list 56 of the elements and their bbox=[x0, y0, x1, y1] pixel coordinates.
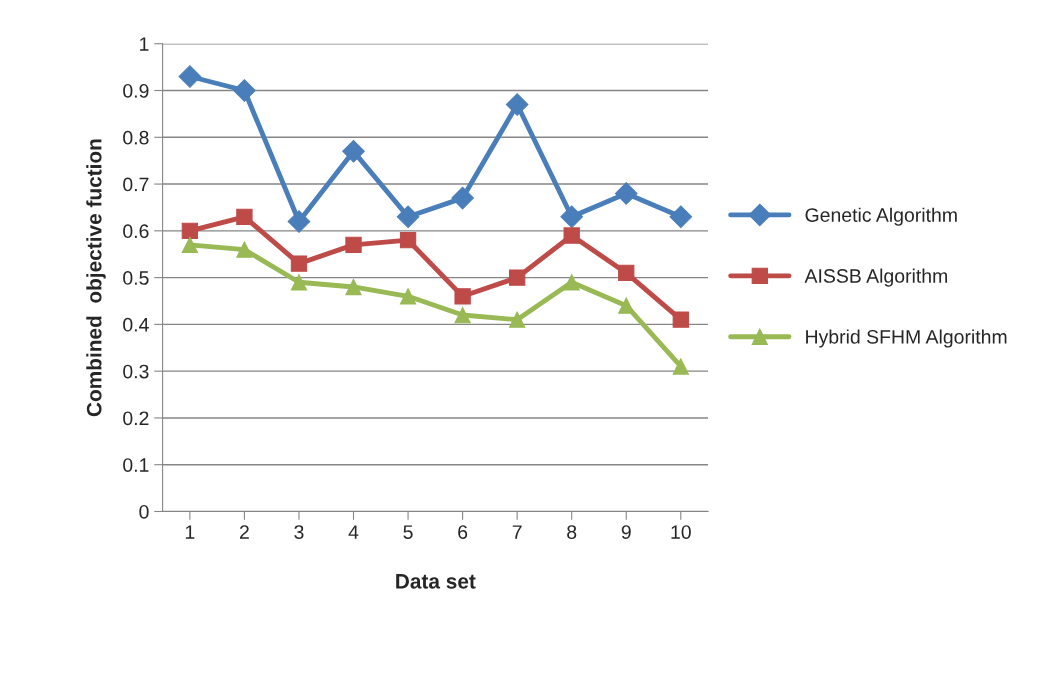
y-tick-label: 0.6 bbox=[123, 224, 149, 239]
point bbox=[560, 205, 584, 229]
point bbox=[345, 236, 362, 254]
x-tick-label: 6 bbox=[458, 525, 468, 539]
point bbox=[181, 222, 199, 239]
legend-label: Genetic Algorithm bbox=[805, 207, 957, 226]
point bbox=[454, 288, 471, 305]
point bbox=[672, 358, 689, 375]
x-tick-label: 3 bbox=[294, 525, 304, 539]
point bbox=[672, 311, 689, 328]
y-tick-label: 0.3 bbox=[123, 364, 149, 379]
point bbox=[290, 255, 308, 272]
point bbox=[563, 227, 580, 244]
point bbox=[618, 297, 635, 314]
x-tick-label: 4 bbox=[348, 525, 359, 539]
point bbox=[454, 306, 471, 324]
x-tick-label: 1 bbox=[185, 525, 195, 539]
point bbox=[399, 232, 417, 249]
x-tick-label: 7 bbox=[512, 525, 522, 539]
point bbox=[618, 264, 635, 282]
point bbox=[509, 311, 526, 328]
point bbox=[505, 93, 529, 116]
x-axis-title: Data set bbox=[396, 574, 476, 589]
x-tick-label: 2 bbox=[239, 525, 249, 539]
legend-label: Hybrid SFHM Algorithm bbox=[806, 329, 1007, 348]
point bbox=[342, 140, 365, 163]
point bbox=[399, 288, 417, 305]
y-tick-label: 1 bbox=[140, 37, 149, 51]
point bbox=[290, 274, 308, 291]
point bbox=[451, 186, 474, 210]
point bbox=[509, 269, 526, 286]
y-tick-label: 0.5 bbox=[123, 271, 149, 285]
x-tick-label: 9 bbox=[621, 525, 631, 539]
y-tick-label: 0.4 bbox=[123, 317, 149, 332]
y-tick-label: 0.1 bbox=[123, 458, 149, 472]
point bbox=[233, 79, 256, 102]
y-tick-label: 0.7 bbox=[123, 177, 149, 192]
point bbox=[614, 182, 638, 205]
x-tick-label: 10 bbox=[671, 525, 691, 539]
point bbox=[396, 205, 420, 229]
point bbox=[345, 278, 362, 296]
y-tick-label: 0 bbox=[139, 504, 149, 519]
point bbox=[287, 210, 311, 233]
legend-label: AISSB Algorithm bbox=[804, 268, 947, 287]
point bbox=[181, 236, 199, 254]
y-axis-title: Combined objective fuction bbox=[86, 139, 106, 417]
point bbox=[178, 65, 202, 88]
y-tick-label: 0.9 bbox=[123, 83, 149, 98]
point bbox=[563, 274, 580, 291]
y-tick-label: 0.2 bbox=[123, 411, 149, 426]
x-tick-label: 5 bbox=[403, 525, 413, 539]
point bbox=[669, 205, 693, 229]
point bbox=[236, 241, 253, 258]
point bbox=[236, 208, 253, 225]
y-tick-label: 0.8 bbox=[123, 130, 149, 145]
x-tick-label: 8 bbox=[567, 525, 577, 539]
